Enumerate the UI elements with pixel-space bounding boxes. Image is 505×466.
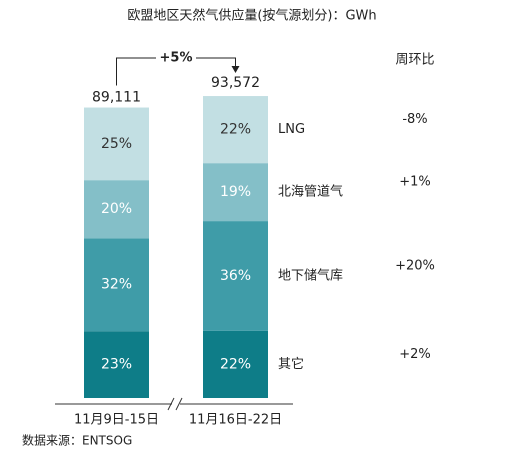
- data-label: 22%: [220, 356, 251, 372]
- chart-title: 欧盟地区天然气供应量(按气源划分)：GWh: [127, 8, 376, 24]
- change-header: 周环比: [395, 53, 434, 68]
- data-label: 19%: [220, 184, 251, 200]
- source: 数据来源：ENTSOG: [22, 433, 132, 448]
- data-label: 36%: [220, 268, 251, 284]
- change-label: -8%: [402, 112, 427, 127]
- bar-segment: [203, 96, 268, 164]
- data-label: 20%: [101, 201, 132, 217]
- data-label: 32%: [101, 277, 132, 293]
- change-annotation: +5%: [160, 51, 193, 66]
- legend-label: 地下储气库: [278, 268, 343, 284]
- legend-label: LNG: [278, 122, 305, 137]
- x-tick-label: 11月16日-22日: [189, 413, 282, 428]
- data-label: 22%: [220, 122, 251, 138]
- bar-segment: [203, 330, 268, 398]
- bar-segment: [203, 163, 268, 222]
- bar-segment: [84, 180, 149, 239]
- label-bg: [156, 49, 196, 67]
- bar-segment: [84, 331, 149, 398]
- bar-segment: [84, 107, 149, 181]
- data-label: 25%: [101, 136, 132, 152]
- axis-break: [167, 397, 175, 411]
- change-label: +20%: [395, 259, 435, 274]
- legend-label: 其它: [278, 356, 304, 372]
- total-label: 89,111: [92, 90, 141, 106]
- arrow-head: [231, 66, 240, 73]
- change-label: +2%: [399, 347, 431, 362]
- total-label: 93,572: [211, 75, 260, 91]
- change-label: +1%: [399, 175, 431, 190]
- bar-segment: [84, 238, 149, 332]
- x-tick-label: 11月9日-15日: [74, 413, 159, 428]
- data-label: 23%: [101, 357, 132, 373]
- legend-label: 北海管道气: [278, 184, 343, 200]
- axis-break: [175, 397, 183, 411]
- bar-segment: [203, 221, 268, 331]
